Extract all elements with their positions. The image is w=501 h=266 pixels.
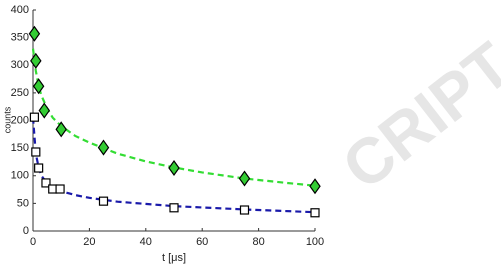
square-marker xyxy=(41,178,51,188)
square-marker xyxy=(55,184,65,194)
diamond-marker xyxy=(168,159,180,177)
diamond-marker xyxy=(28,25,41,42)
y-tick-label: 300 xyxy=(11,59,29,71)
x-tick-label: 20 xyxy=(83,236,95,248)
y-tick-label: 0 xyxy=(23,225,29,237)
x-tick-label: 60 xyxy=(196,236,208,248)
diamond-marker xyxy=(97,139,110,156)
diamond-marker xyxy=(309,178,321,195)
square-marker xyxy=(31,147,41,157)
x-tick-label: 80 xyxy=(252,236,264,248)
diamond-marker xyxy=(238,170,251,187)
y-axis-label: counts xyxy=(2,106,12,133)
square-marker xyxy=(29,112,40,122)
square-marker xyxy=(169,203,179,213)
x-axis-label: t [μs] xyxy=(162,252,186,264)
diamond-marker xyxy=(32,78,45,95)
x-tick-label: 100 xyxy=(306,236,324,248)
y-tick-label: 200 xyxy=(11,114,29,126)
y-tick-label: 350 xyxy=(11,32,29,44)
y-tick-label: 50 xyxy=(17,197,29,209)
square-marker xyxy=(98,196,109,206)
y-tick-label: 400 xyxy=(11,4,29,16)
diamond-marker xyxy=(38,102,51,119)
y-tick-label: 150 xyxy=(11,142,29,154)
diamond-marker xyxy=(55,121,67,138)
square-marker xyxy=(34,163,44,173)
x-tick-label: 40 xyxy=(140,236,152,248)
y-tick-label: 100 xyxy=(11,170,29,182)
watermark: CRIPT xyxy=(329,29,501,204)
square-marker xyxy=(239,205,250,215)
y-tick-label: 250 xyxy=(11,87,29,99)
square-marker xyxy=(310,208,320,218)
diamond-marker xyxy=(30,52,42,69)
x-tick-label: 0 xyxy=(30,236,36,248)
